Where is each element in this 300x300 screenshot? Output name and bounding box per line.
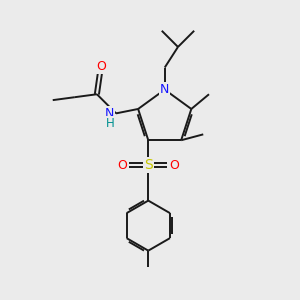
Text: O: O — [169, 159, 179, 172]
Text: O: O — [118, 159, 128, 172]
Text: N: N — [104, 107, 114, 120]
Text: S: S — [144, 158, 153, 172]
Text: N: N — [160, 83, 169, 96]
Text: O: O — [96, 60, 106, 73]
Text: H: H — [106, 117, 115, 130]
